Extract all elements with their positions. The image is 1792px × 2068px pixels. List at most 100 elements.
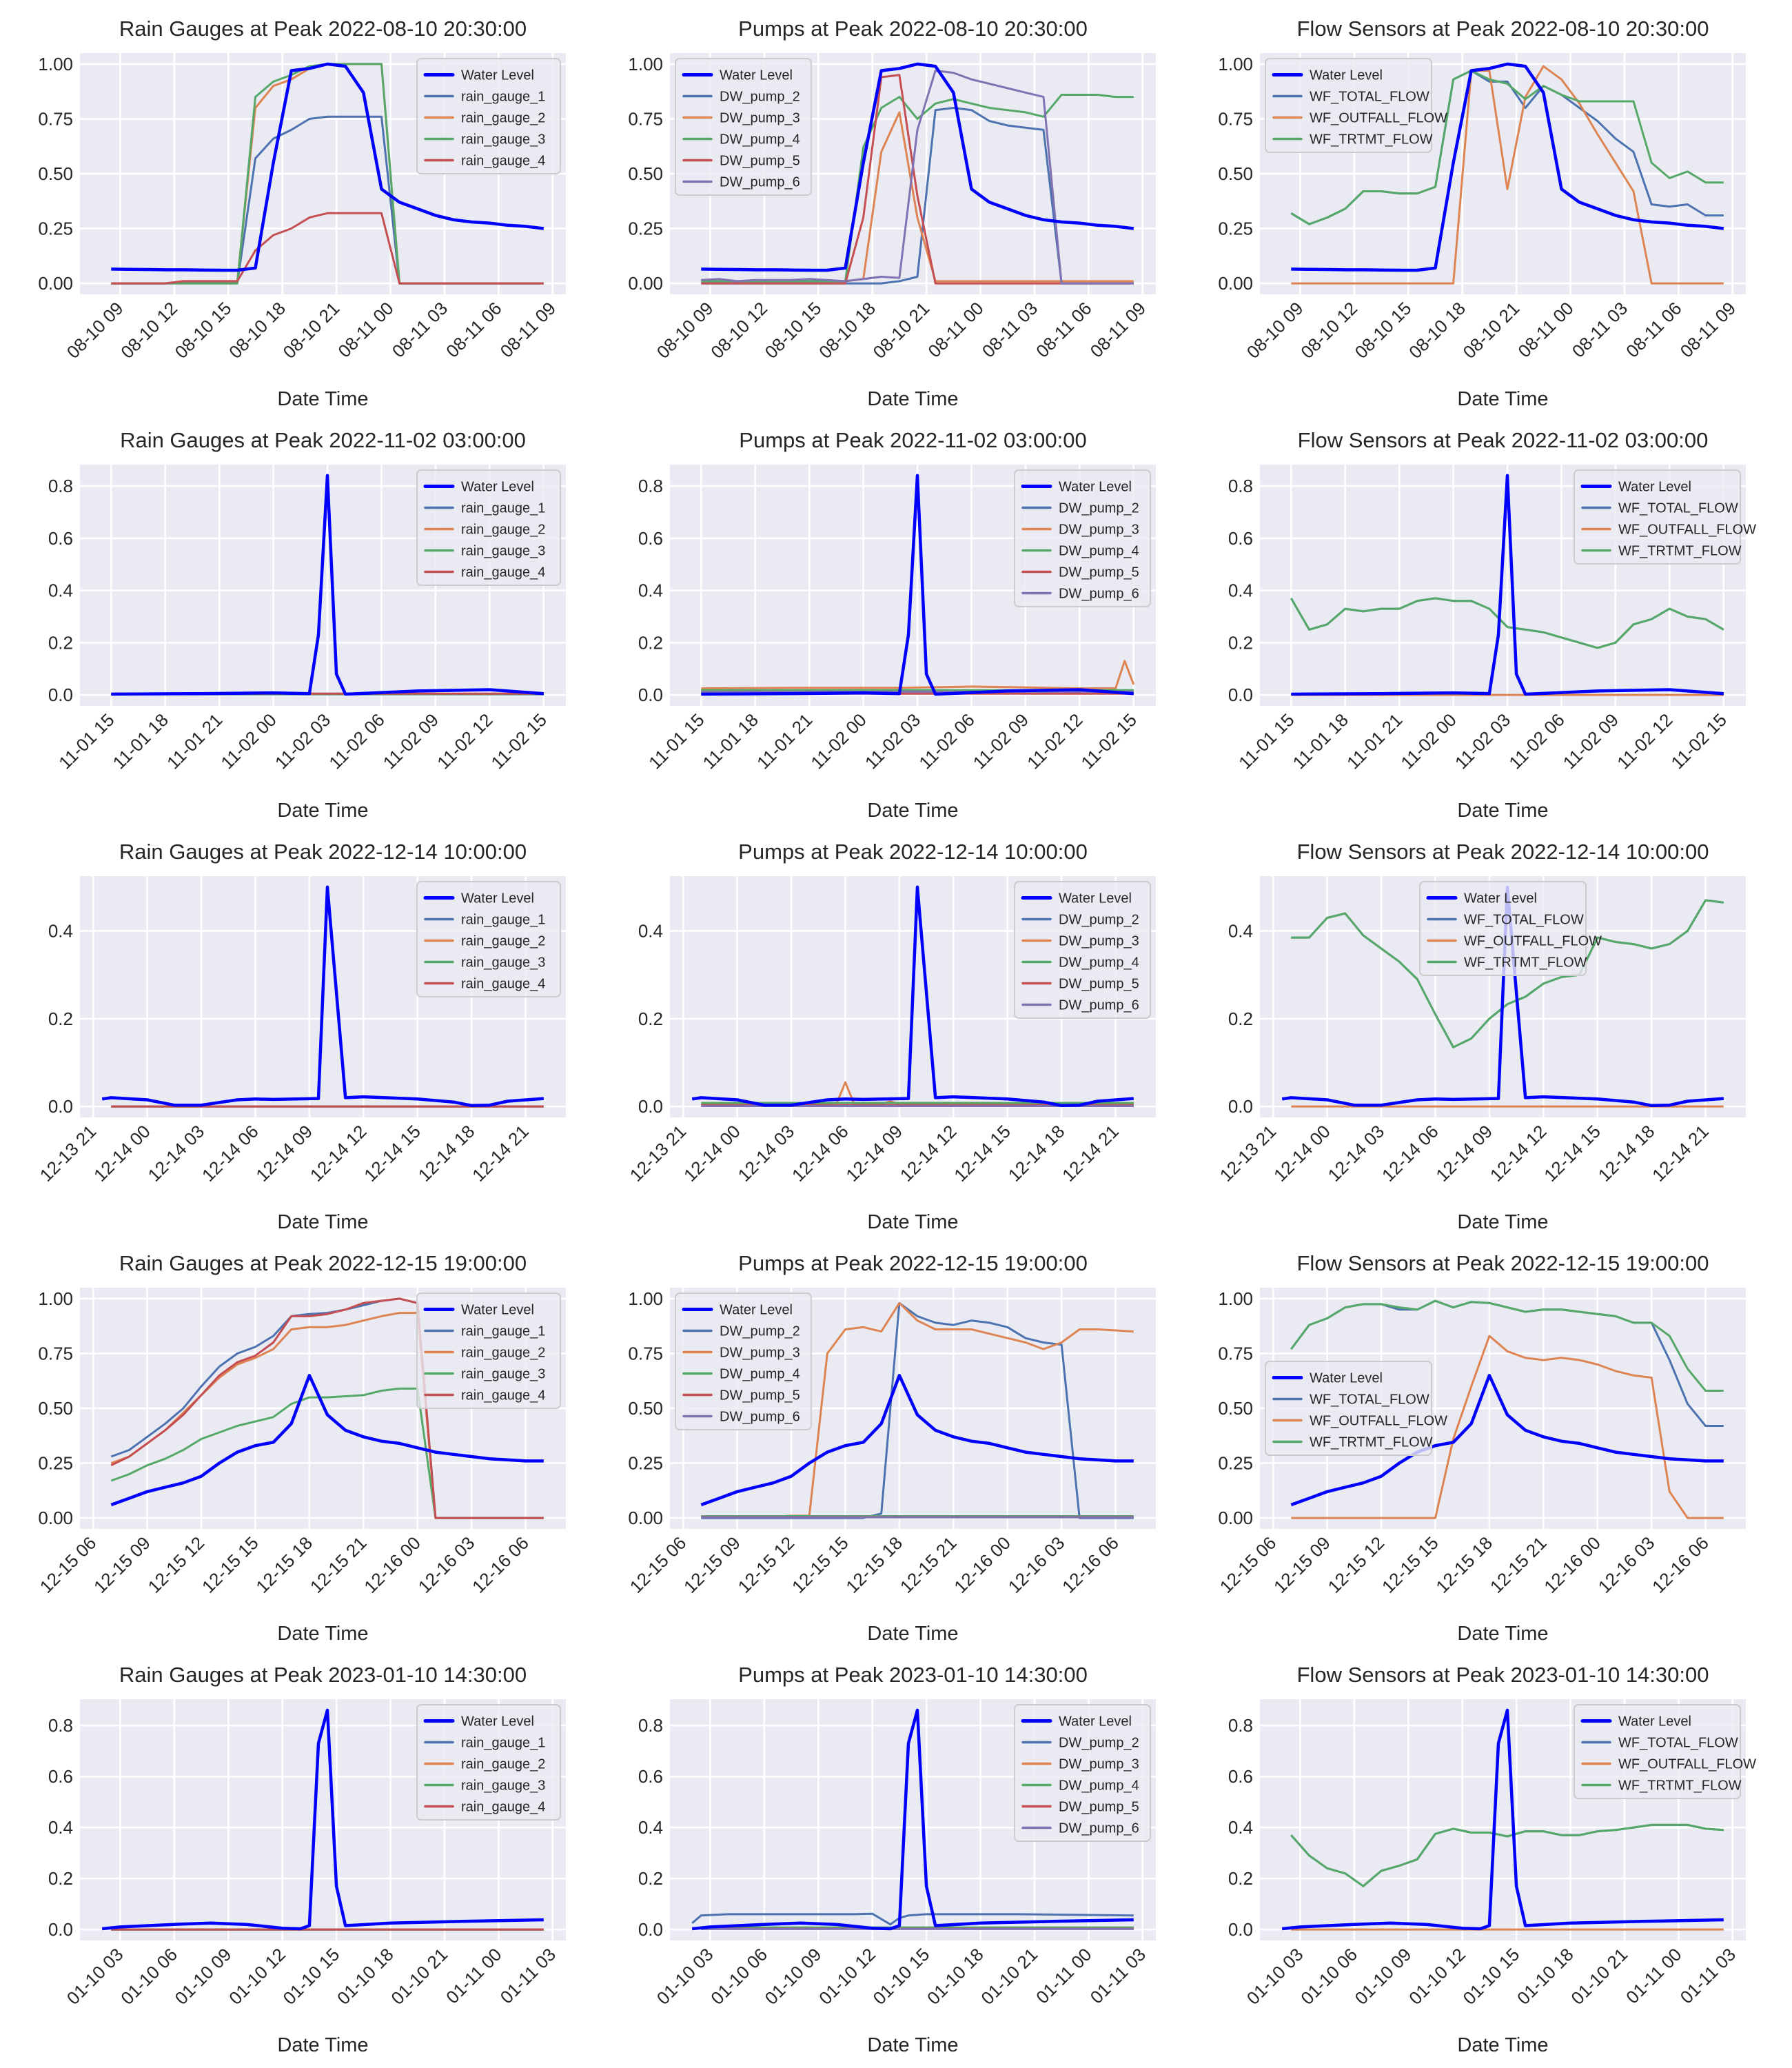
legend-label: Water Level	[1059, 891, 1132, 906]
y-tick-label: 1.00	[1218, 54, 1253, 74]
legend-label: WF_TOTAL_FLOW	[1618, 1736, 1738, 1751]
legend-label: DW_pump_3	[1059, 1757, 1139, 1772]
y-tick-label: 0.2	[48, 1008, 73, 1029]
x-tick-label: 08-11 09	[1086, 298, 1150, 361]
x-axis-label: Date Time	[1457, 800, 1548, 822]
y-tick-label: 0.0	[638, 685, 663, 705]
x-tick-label: 01-10 09	[1351, 1944, 1416, 2009]
x-tick-label: 12-15 06	[1216, 1532, 1281, 1597]
series-line-water-level	[1291, 474, 1724, 696]
y-tick-label: 0.25	[628, 219, 663, 239]
x-tick-label: 12-14 00	[90, 1121, 154, 1186]
legend: Water Level WF_TOTAL_FLOW WF_OUTFALL_FLOW W…	[1265, 58, 1447, 153]
y-tick-label: 0.8	[638, 1715, 663, 1736]
legend-label: rain_gauge_4	[461, 154, 545, 169]
x-tick-label: 01-11 03	[1086, 1944, 1150, 2007]
legend-label: Water Level	[1464, 891, 1537, 906]
legend-label: DW_pump_2	[720, 1324, 800, 1339]
x-axis-label: Date Time	[277, 1211, 368, 1233]
x-axis-label: Date Time	[1457, 2034, 1548, 2056]
chart-title: Pumps at Peak 2023-01-10 14:30:00	[738, 1663, 1088, 1687]
legend: Water Level DW_pump_2 DW_pump_3 DW_pump_4 DW…	[1014, 881, 1151, 1019]
chart-title: Pumps at Peak 2022-08-10 20:30:00	[738, 17, 1088, 41]
series-line-water-level	[111, 474, 544, 696]
y-tick-label: 1.00	[38, 54, 73, 74]
x-tick-label: 12-14 18	[414, 1121, 479, 1186]
legend-label: Water Level	[1310, 1371, 1383, 1386]
x-tick-label: 01-10 06	[706, 1944, 771, 2009]
x-tick-label: 01-10 18	[1513, 1944, 1578, 2009]
x-tick-label: 08-11 03	[978, 298, 1041, 361]
x-tick-label: 11-01 18	[109, 709, 172, 773]
x-tick-label: 08-10 09	[1243, 298, 1307, 363]
x-tick-label: 12-14 12	[1486, 1121, 1551, 1186]
x-axis-label: Date Time	[867, 800, 958, 822]
legend-label: Water Level	[461, 480, 534, 495]
series-line-water-level	[700, 1374, 1134, 1507]
legend-label: rain_gauge_3	[461, 1367, 545, 1382]
legend-label: DW_pump_5	[1059, 977, 1139, 992]
legend-box	[1265, 58, 1432, 153]
y-tick-label: 0.6	[638, 1766, 663, 1787]
x-tick-label: 01-11 03	[496, 1944, 560, 2007]
legend: Water Level DW_pump_2 DW_pump_3 DW_pump_4 DW…	[675, 58, 812, 196]
x-tick-label: 11-02 12	[1613, 709, 1676, 773]
x-tick-label: 11-01 15	[54, 709, 118, 773]
x-tick-label: 08-10 12	[116, 298, 181, 363]
legend-label: DW_pump_4	[1059, 1778, 1139, 1794]
x-tick-label: 11-01 18	[699, 709, 762, 773]
legend: Water Level rain_gauge_1 rain_gauge_2 rain_…	[416, 881, 561, 997]
x-tick-label: 01-10 09	[171, 1944, 236, 2009]
x-tick-label: 12-14 06	[788, 1121, 853, 1186]
y-tick-label: 0.2	[1228, 1008, 1253, 1029]
x-tick-label: 12-16 03	[414, 1532, 479, 1597]
y-tick-label: 0.50	[1218, 163, 1253, 184]
chart-title: Rain Gauges at Peak 2022-12-14 10:00:00	[119, 840, 527, 864]
series-line-wf-outfall-flow	[1291, 65, 1724, 285]
legend-label: rain_gauge_3	[461, 544, 545, 559]
series-line-water-level	[691, 885, 1134, 1108]
x-tick-label: 01-10 12	[815, 1944, 879, 2009]
x-tick-label: 08-11 03	[388, 298, 451, 361]
series-line-rain-gauge-4	[111, 212, 544, 285]
x-tick-label: 08-10 21	[279, 298, 344, 363]
x-axis-label: Date Time	[867, 388, 958, 410]
y-tick-label: 0.25	[628, 1453, 663, 1474]
y-tick-label: 1.00	[628, 54, 663, 74]
x-tick-label: 12-14 03	[1323, 1121, 1388, 1186]
y-tick-label: 0.25	[38, 1453, 73, 1474]
chart-title: Rain Gauges at Peak 2023-01-10 14:30:00	[119, 1663, 527, 1687]
y-tick-label: 0.25	[1218, 219, 1253, 239]
series-line-wf-outfall-flow	[1291, 1335, 1724, 1519]
y-tick-label: 0.00	[38, 1508, 73, 1528]
y-tick-label: 0.4	[48, 1817, 73, 1838]
x-tick-label: 12-15 09	[680, 1532, 744, 1597]
chart-title: Rain Gauges at Peak 2022-12-15 19:00:00	[119, 1251, 527, 1275]
legend-label: DW_pump_2	[1059, 501, 1139, 516]
legend: Water Level DW_pump_2 DW_pump_3 DW_pump_4 DW…	[1014, 1704, 1151, 1842]
y-tick-label: 0.0	[1228, 1919, 1253, 1940]
x-tick-label: 08-10 12	[706, 298, 771, 363]
series-line-dw-pump-3	[701, 660, 1135, 690]
legend: Water Level WF_TOTAL_FLOW WF_OUTFALL_FLOW W…	[1265, 1361, 1447, 1456]
legend-label: rain_gauge_4	[461, 565, 545, 580]
x-tick-label: 11-01 15	[1234, 709, 1298, 773]
legend-label: WF_TRTMT_FLOW	[1618, 1778, 1742, 1794]
x-tick-label: 12-14 21	[468, 1121, 533, 1186]
x-tick-label: 01-11 00	[442, 1944, 505, 2007]
legend-label: Water Level	[1310, 68, 1383, 83]
legend-label: WF_OUTFALL_FLOW	[1618, 523, 1756, 538]
legend-label: WF_TRTMT_FLOW	[1310, 1435, 1433, 1450]
legend: Water Level DW_pump_2 DW_pump_3 DW_pump_4 DW…	[1014, 469, 1151, 607]
x-tick-label: 12-15 15	[198, 1532, 263, 1597]
x-tick-label: 01-10 21	[1567, 1944, 1631, 2009]
legend-box	[416, 469, 561, 586]
legend-label: DW_pump_4	[1059, 955, 1139, 971]
series-line-wf-trtmt-flow	[1291, 899, 1724, 1048]
